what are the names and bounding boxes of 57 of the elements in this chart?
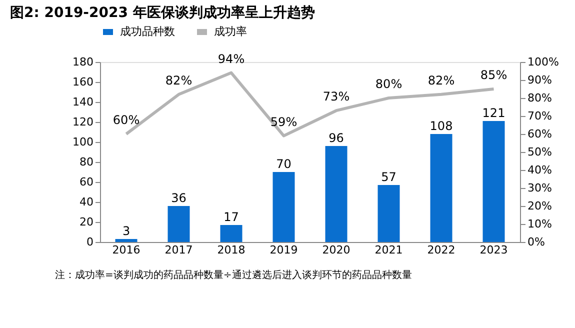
y-tick-label: 180 <box>72 56 94 68</box>
x-tick-label: 2019 <box>270 244 298 256</box>
data-label: 36 <box>171 191 186 205</box>
y2-tick-label: 80% <box>528 92 552 104</box>
data-label: 60% <box>112 113 140 127</box>
bar <box>482 121 505 242</box>
legend-label: 成功率 <box>214 25 247 38</box>
x-tick-label: 2017 <box>164 244 193 256</box>
data-label: 108 <box>430 119 453 133</box>
data-label: 82% <box>165 73 192 88</box>
x-tick-label: 2016 <box>112 244 140 256</box>
y2-tick-label: 50% <box>528 146 552 158</box>
data-label: 96 <box>328 131 344 145</box>
y2-tick-label: 70% <box>528 110 552 122</box>
data-label: 57 <box>381 170 396 184</box>
y2-tick-label: 20% <box>528 200 552 212</box>
y2-tick-label: 90% <box>528 74 552 86</box>
y2-tick-label: 0% <box>528 236 545 248</box>
bar <box>168 206 190 242</box>
y-tick-label: 40 <box>80 196 94 208</box>
data-label: 59% <box>270 114 298 129</box>
x-tick-label: 2020 <box>322 244 350 256</box>
data-label: 121 <box>482 106 506 120</box>
bar <box>378 185 400 242</box>
y-tick-label: 140 <box>72 96 94 108</box>
data-label: 85% <box>480 68 508 82</box>
y-tick-label: 60 <box>80 176 94 188</box>
y-tick-label: 100 <box>72 136 94 148</box>
y-tick-label: 20 <box>80 216 94 228</box>
text: 注：成功率=谈判成功的药品品种数量÷通过遴选后进入谈判环节的药品品种数量 <box>55 269 412 281</box>
x-tick-label: 2018 <box>217 244 246 256</box>
y2-tick-label: 60% <box>528 128 552 140</box>
legend-label: 成功品种数 <box>120 25 175 38</box>
data-label: 80% <box>375 77 402 91</box>
data-label: 70 <box>276 157 292 171</box>
y-tick-label: 120 <box>72 116 94 128</box>
bar <box>272 172 295 242</box>
data-label: 94% <box>218 52 245 66</box>
y-tick-label: 80 <box>80 156 94 168</box>
y2-tick-label: 30% <box>528 182 552 194</box>
y-tick-label: 0 <box>86 236 94 248</box>
bar <box>115 239 138 242</box>
chart-title: 图2: 2019-2023 年医保谈判成功率呈上升趋势 <box>10 4 315 21</box>
x-tick-label: 2021 <box>374 244 403 256</box>
x-tick-label: 2023 <box>480 244 508 256</box>
data-label: 82% <box>428 73 455 88</box>
y2-tick-label: 40% <box>528 164 552 176</box>
y2-tick-label: 100% <box>528 56 559 68</box>
bar <box>220 225 242 242</box>
data-label: 3 <box>122 224 130 238</box>
y-tick-label: 160 <box>72 76 94 88</box>
bar <box>430 134 452 242</box>
x-tick-label: 2022 <box>427 244 456 256</box>
data-label: 17 <box>224 210 239 224</box>
bar <box>325 146 348 242</box>
y2-tick-label: 10% <box>528 218 552 230</box>
data-label: 73% <box>322 90 350 104</box>
